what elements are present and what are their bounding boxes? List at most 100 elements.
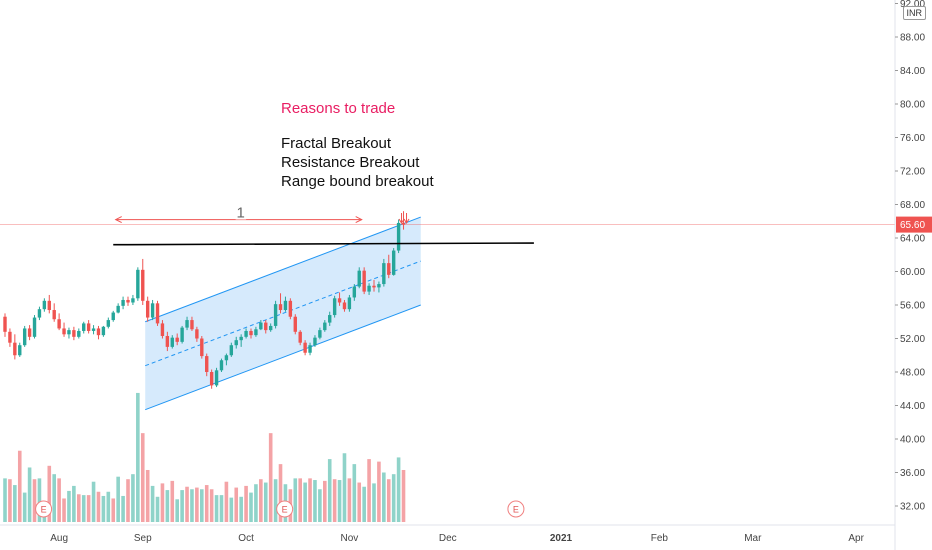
- candle-body: [180, 327, 184, 342]
- candle-body: [273, 304, 278, 326]
- candle-body: [77, 330, 81, 337]
- volume-bar: [126, 479, 130, 522]
- volume-bar: [13, 485, 17, 522]
- candle-body: [72, 330, 76, 337]
- candle-body: [37, 309, 42, 318]
- volume-bar: [17, 450, 22, 522]
- volume-bar: [308, 478, 312, 522]
- earnings-marker-circle: [35, 500, 53, 518]
- candle-body: [160, 323, 165, 336]
- volume-bar: [131, 474, 135, 522]
- volume-bar: [111, 498, 116, 522]
- volume-bar: [47, 465, 52, 522]
- volume-bar: [57, 478, 61, 522]
- candle-body: [205, 356, 209, 372]
- fractal-arrow-head: [403, 218, 410, 224]
- candle-body: [224, 355, 229, 361]
- volume-bar: [121, 495, 125, 522]
- volume-bar: [72, 485, 76, 522]
- candle-body: [195, 329, 199, 339]
- candle-body: [82, 323, 86, 331]
- volume-bar: [190, 489, 194, 522]
- candle-body: [259, 322, 263, 330]
- volume-bar: [27, 467, 32, 522]
- candle-body: [32, 317, 37, 337]
- candle-body: [141, 269, 145, 301]
- volume-bar: [175, 499, 179, 522]
- x-tick-label: Aug: [50, 533, 68, 544]
- candle-body: [382, 263, 386, 285]
- y-tick-label: 80.00: [900, 100, 925, 111]
- volume-bar: [165, 490, 170, 522]
- x-tick-label: Oct: [238, 533, 254, 544]
- x-tick-label: Mar: [744, 533, 762, 544]
- candle-body: [401, 222, 406, 225]
- volume-bar: [96, 491, 101, 522]
- y-tick-label: 52.00: [900, 334, 925, 345]
- currency-badge[interactable]: INR: [902, 6, 926, 20]
- candle-body: [337, 298, 342, 303]
- annotation-title: Reasons to trade: [281, 100, 395, 117]
- candle-body: [268, 325, 273, 331]
- candle-body: [372, 285, 376, 288]
- candle-body: [91, 328, 96, 331]
- volume-bar: [3, 478, 7, 522]
- candle-body: [391, 250, 396, 275]
- candle-body: [200, 338, 204, 357]
- candle-body: [357, 270, 361, 287]
- candle-body: [332, 298, 337, 316]
- volume-bar: [219, 495, 224, 522]
- volume-bar: [396, 457, 401, 522]
- candle-body: [131, 298, 135, 303]
- volume-bar: [52, 474, 56, 522]
- candle-body: [106, 320, 111, 327]
- volume-bar: [214, 495, 219, 522]
- volume-bar: [352, 464, 357, 522]
- volume-bar: [91, 481, 96, 522]
- candle-body: [367, 285, 371, 292]
- volume-bar: [372, 483, 376, 522]
- volume-bar: [318, 489, 322, 522]
- y-tick-label: 76.00: [900, 133, 925, 144]
- x-tick-label: Sep: [134, 533, 152, 544]
- volume-bar: [234, 487, 239, 522]
- volume-bar: [293, 478, 298, 522]
- candle-body: [328, 315, 332, 323]
- volume-bar: [140, 433, 145, 522]
- y-tick-label: 68.00: [900, 200, 925, 211]
- candle-body: [22, 328, 27, 346]
- candle-body: [396, 222, 401, 251]
- candle-layer: [3, 211, 406, 389]
- candle-body: [116, 305, 120, 313]
- volume-bar: [160, 483, 165, 522]
- volume-bar: [313, 480, 317, 522]
- x-tick-label: Nov: [341, 533, 359, 544]
- candle-body: [47, 300, 51, 311]
- y-tick-label: 88.00: [900, 33, 925, 44]
- candle-body: [318, 330, 322, 338]
- volume-bar: [357, 482, 362, 522]
- volume-bar: [342, 453, 347, 522]
- volume-bar: [106, 491, 111, 522]
- earnings-marker-circle: [507, 500, 525, 518]
- earnings-marker: E: [507, 500, 525, 518]
- candle-body: [387, 263, 391, 275]
- volume-bar: [8, 479, 12, 522]
- channel-midline: [145, 260, 421, 367]
- volume-bar: [401, 469, 406, 522]
- y-tick-label: 32.00: [900, 502, 925, 513]
- volume-bar: [239, 496, 243, 522]
- y-tick-label: 92.00: [900, 0, 925, 10]
- volume-bar: [249, 492, 253, 522]
- channel-upper-line: [145, 216, 421, 323]
- volume-bar: [327, 459, 332, 522]
- x-tick-label: Dec: [439, 533, 457, 544]
- volume-layer: [3, 392, 406, 522]
- candle-body: [126, 299, 130, 303]
- candle-body: [278, 304, 283, 311]
- y-tick-label: 72.00: [900, 167, 925, 178]
- candle-body: [96, 328, 101, 336]
- y-tick-label: 36.00: [900, 468, 925, 479]
